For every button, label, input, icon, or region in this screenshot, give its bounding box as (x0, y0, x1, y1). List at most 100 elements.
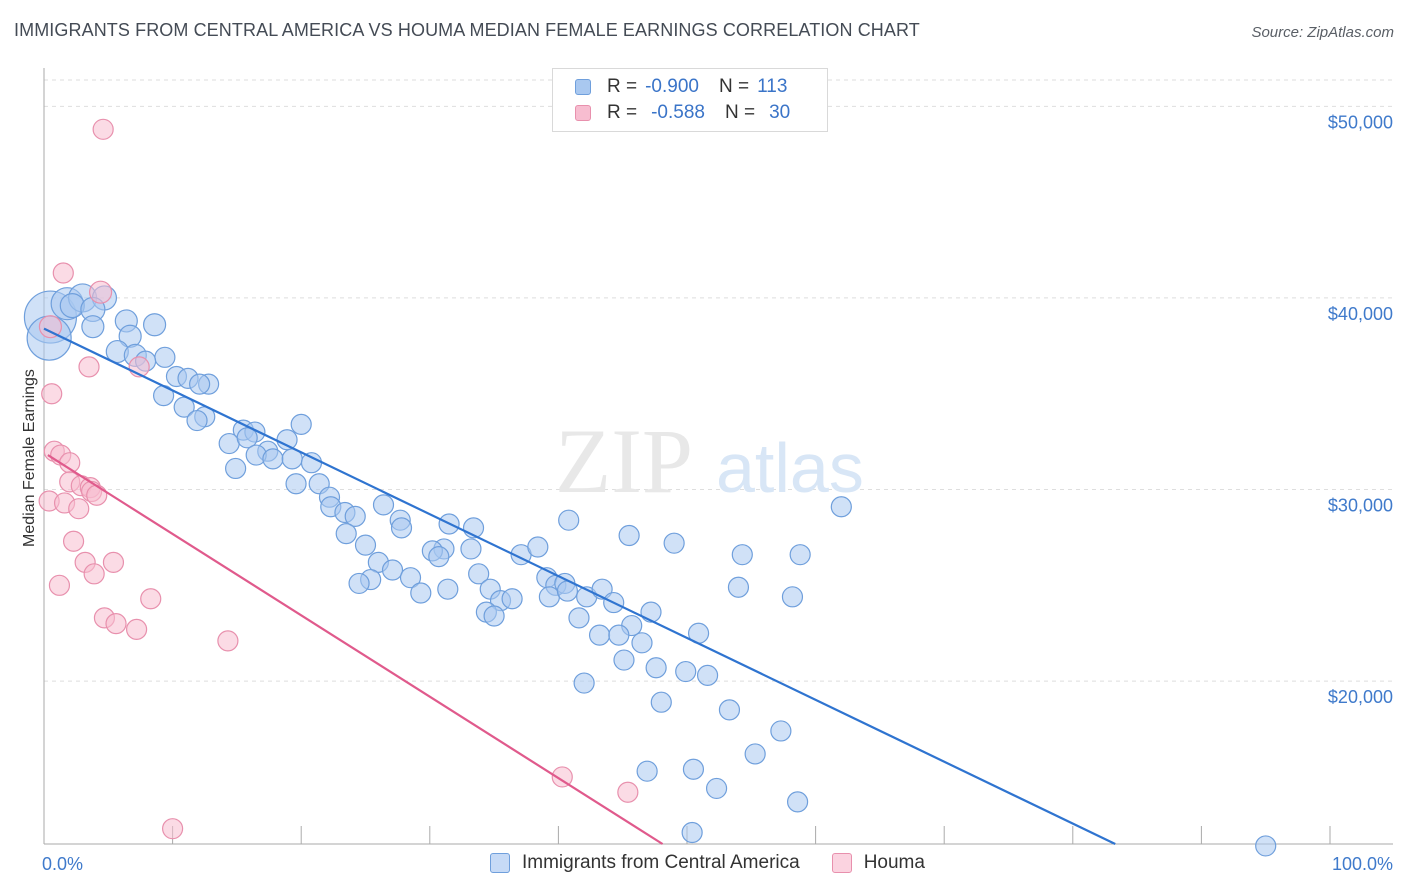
point-houma (551, 766, 573, 788)
point-central-america (186, 409, 208, 432)
point-central-america (718, 699, 741, 721)
y-axis-label: Median Female Earnings (21, 369, 38, 547)
y-tick-label: $20,000 (1328, 687, 1393, 707)
point-houma (92, 118, 114, 140)
legend-label-houma: Houma (863, 852, 925, 873)
point-central-america (568, 607, 590, 629)
trend-line-houma (47, 454, 664, 845)
watermark-atlas: atlas (716, 429, 864, 507)
point-central-america (573, 672, 595, 694)
point-houma (83, 563, 105, 585)
y-tick-label: $30,000 (1328, 496, 1393, 516)
point-central-america (588, 624, 611, 646)
point-central-america (290, 413, 312, 435)
point-central-america (744, 743, 766, 765)
point-central-america (636, 760, 658, 782)
points (23, 118, 1277, 857)
point-central-america (538, 586, 560, 608)
point-central-america (501, 588, 523, 610)
point-houma (38, 315, 63, 339)
point-central-america (1255, 835, 1277, 857)
legend-swatch-houma (831, 853, 852, 873)
source-label: Source: ZipAtlas.com (1251, 24, 1394, 41)
stats-legend: R = -0.900 N = 113 R = -0.588 N = 30 (552, 68, 828, 132)
point-central-america (663, 532, 685, 554)
trend-lines (43, 327, 1116, 845)
point-central-america (681, 821, 703, 844)
point-central-america (830, 496, 852, 518)
point-central-america (770, 720, 792, 742)
x-tick-label-min: 0.0% (42, 854, 83, 874)
point-central-america (225, 457, 247, 480)
n-value: 30 (769, 102, 791, 123)
point-houma (62, 530, 85, 552)
point-houma (78, 356, 100, 378)
point-central-america (786, 791, 809, 813)
point-central-america (142, 313, 167, 337)
point-houma (48, 574, 71, 596)
stats-legend-row-houma: R = -0.588 N = 30 (575, 101, 790, 125)
point-central-america (154, 346, 176, 368)
point-central-america (675, 660, 697, 683)
point-central-america (705, 777, 728, 800)
point-central-america (348, 572, 370, 595)
point-central-america (613, 649, 635, 671)
r-value: -0.588 (651, 102, 705, 123)
point-central-america (437, 578, 459, 600)
n-label: N = (724, 102, 756, 123)
swatch-houma (575, 105, 591, 121)
point-houma (617, 781, 639, 803)
y-tick-labels: $20,000 $30,000 $40,000 $50,000 (1328, 112, 1393, 707)
point-central-america (399, 567, 422, 589)
n-value: 113 (757, 76, 788, 97)
stats-legend-row-central-america: R = -0.900 N = 113 (575, 75, 787, 99)
point-central-america (645, 657, 667, 679)
point-central-america (696, 664, 719, 686)
legend-item-central-america[interactable]: Immigrants from Central America (490, 852, 800, 874)
point-central-america (558, 509, 580, 531)
y-tick-label: $50,000 (1328, 112, 1393, 132)
y-tick-label: $40,000 (1328, 304, 1393, 324)
watermark-zip: ZIP (555, 410, 693, 512)
point-central-america (335, 522, 357, 545)
point-central-america (81, 315, 105, 339)
point-houma (88, 280, 113, 304)
point-houma (217, 630, 239, 652)
point-central-america (428, 545, 450, 568)
r-value: -0.900 (645, 76, 699, 97)
r-label: R = (607, 76, 638, 97)
point-central-america (789, 544, 811, 566)
point-central-america (731, 544, 753, 566)
x-tick-label-max: 100.0% (1332, 854, 1393, 874)
legend-item-houma[interactable]: Houma (831, 852, 925, 874)
point-houma (105, 613, 127, 635)
trend-line-central-america (43, 327, 1116, 845)
chart-title: IMMIGRANTS FROM CENTRAL AMERICA VS HOUMA… (14, 20, 920, 40)
point-central-america (285, 473, 307, 495)
point-houma (102, 551, 125, 573)
point-central-america (354, 534, 377, 556)
swatch-central-america (575, 79, 591, 95)
point-houma (41, 383, 63, 405)
point-central-america (781, 586, 804, 608)
point-houma (125, 618, 148, 641)
point-central-america (390, 517, 413, 539)
point-central-america (727, 576, 750, 598)
point-houma (68, 498, 90, 520)
r-label: R = (607, 102, 638, 123)
point-central-america (344, 505, 366, 527)
point-central-america (189, 373, 211, 395)
gridlines (44, 79, 1393, 682)
point-houma (162, 818, 184, 840)
point-central-america (262, 448, 284, 470)
point-central-america (618, 524, 640, 547)
point-central-america (650, 691, 672, 713)
point-central-america (608, 624, 630, 646)
series-legend: Immigrants from Central America Houma (490, 852, 957, 874)
watermark: ZIP atlas (555, 410, 864, 512)
point-central-america (682, 758, 705, 780)
point-central-america (59, 292, 85, 319)
point-houma (52, 262, 74, 284)
point-central-america (236, 427, 258, 449)
